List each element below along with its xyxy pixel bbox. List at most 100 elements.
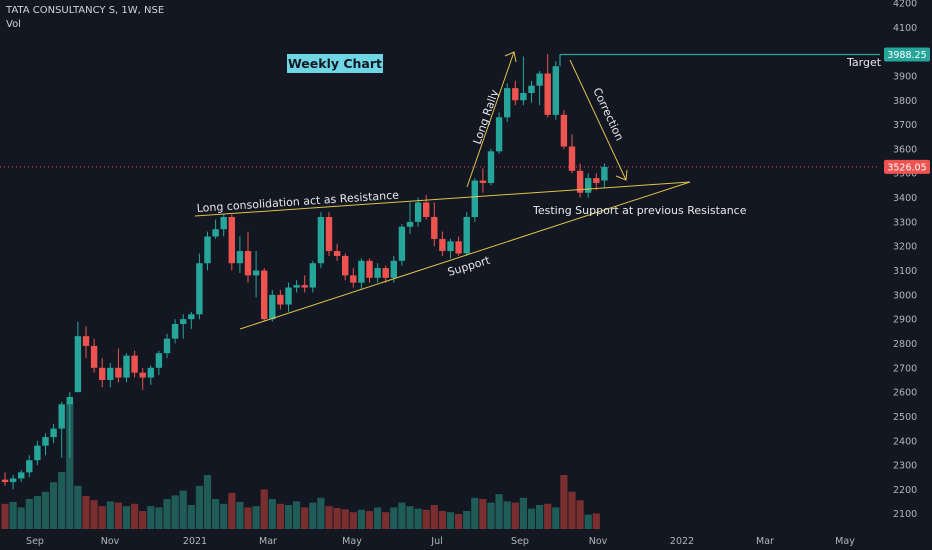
- target-label: Target: [846, 56, 882, 69]
- candle-body: [99, 367, 106, 380]
- volume-bar: [98, 506, 106, 529]
- volume-bar: [471, 497, 479, 529]
- candle-body: [512, 88, 519, 101]
- candle-body: [180, 319, 187, 325]
- volume-bar: [187, 505, 195, 529]
- support-trendline: [239, 181, 691, 330]
- chart-title: TATA CONSULTANCY S, 1W, NSE: [6, 5, 165, 16]
- volume-bar: [66, 403, 74, 529]
- candle-body: [593, 178, 600, 183]
- candle-body: [479, 180, 487, 183]
- volume-bar: [284, 505, 293, 529]
- volume-bar: [74, 485, 82, 529]
- y-tick-label: 2900: [893, 315, 917, 326]
- volume-bar: [414, 508, 422, 529]
- weekly-chart-label: Weekly Chart: [288, 56, 382, 71]
- volume-bar: [487, 502, 495, 529]
- volume-bar: [228, 493, 236, 529]
- volume-bar: [544, 503, 552, 529]
- candle-body: [293, 285, 300, 288]
- support-label: Support: [446, 254, 492, 279]
- y-tick-label: 4100: [893, 23, 917, 34]
- volume-bar: [195, 485, 203, 529]
- y-tick-label: 2300: [893, 461, 917, 472]
- volume-bar: [325, 506, 333, 529]
- volume-bar: [455, 514, 463, 529]
- x-tick-label: Sep: [511, 536, 529, 547]
- volume-bar: [90, 500, 98, 529]
- candle-body: [212, 229, 219, 237]
- volume-bar: [511, 502, 519, 529]
- volume-bar: [374, 507, 382, 529]
- candle-body: [390, 260, 397, 278]
- volume-bar: [519, 497, 527, 529]
- candle-body: [261, 270, 268, 320]
- volume-bar: [341, 509, 349, 529]
- volume-bar: [357, 509, 365, 529]
- candle-body: [66, 396, 73, 405]
- volume-bar: [568, 491, 576, 529]
- volume-bar: [131, 503, 139, 529]
- y-tick-label: 3100: [893, 266, 917, 277]
- candle-body: [107, 367, 114, 380]
- candle-body: [414, 202, 422, 222]
- testing-support-label: Testing Support at previous Resistance: [532, 204, 747, 217]
- candle-body: [487, 151, 495, 183]
- candle-body: [220, 217, 227, 230]
- candle-body: [9, 478, 17, 483]
- candle-body: [325, 217, 333, 252]
- candle-body: [155, 353, 163, 368]
- candle-body: [147, 367, 154, 378]
- volume-bar: [1, 503, 9, 529]
- volume-bar: [41, 491, 50, 529]
- candle-body: [536, 73, 543, 86]
- candle-body: [115, 367, 122, 378]
- volume-bar: [349, 512, 357, 529]
- volume-label: Vol: [6, 19, 21, 30]
- volume-bar: [171, 495, 179, 529]
- y-tick-label: 3200: [893, 242, 917, 253]
- candle-body: [34, 445, 41, 461]
- candle-body: [90, 345, 98, 368]
- volume-bar: [576, 500, 584, 529]
- volume-bar: [293, 501, 301, 529]
- candle-body: [82, 336, 90, 346]
- resistance-trendline: [194, 181, 691, 217]
- y-tick-label: 3900: [893, 71, 917, 82]
- x-tick-label: Sep: [26, 536, 44, 547]
- volume-bar: [220, 503, 228, 529]
- candle-body: [42, 437, 49, 446]
- candle-body: [447, 241, 454, 252]
- volume-bar: [592, 513, 600, 529]
- volume-bar: [365, 511, 374, 529]
- rally-arrowhead: [504, 51, 517, 63]
- volume-bar: [398, 502, 406, 529]
- volume-bar: [33, 496, 41, 529]
- y-tick-label: 3000: [893, 290, 917, 301]
- candle-body: [50, 428, 57, 438]
- candle-body: [123, 355, 130, 378]
- y-tick-label: 2800: [893, 339, 917, 350]
- volume-bar: [406, 506, 414, 529]
- y-tick-label: 2500: [893, 412, 917, 423]
- volume-bar: [139, 511, 147, 529]
- rally-arrow: [466, 51, 515, 188]
- volume-bar: [552, 507, 560, 529]
- candle-body: [382, 268, 389, 278]
- candle-body: [528, 85, 535, 93]
- candle-body: [560, 114, 568, 147]
- volume-bar: [163, 499, 171, 529]
- candle-body: [463, 217, 470, 254]
- volume-bar: [463, 511, 471, 529]
- volume-bar: [114, 502, 122, 529]
- target-price-tag: [884, 47, 930, 62]
- candle-body: [204, 236, 211, 264]
- candle-body: [520, 92, 527, 101]
- y-tick-label: 2100: [893, 509, 917, 520]
- candle-body: [1, 479, 9, 483]
- candle-body: [374, 268, 381, 278]
- volume-bar: [382, 512, 390, 529]
- candle-body: [350, 275, 357, 283]
- volume-bar: [252, 506, 260, 529]
